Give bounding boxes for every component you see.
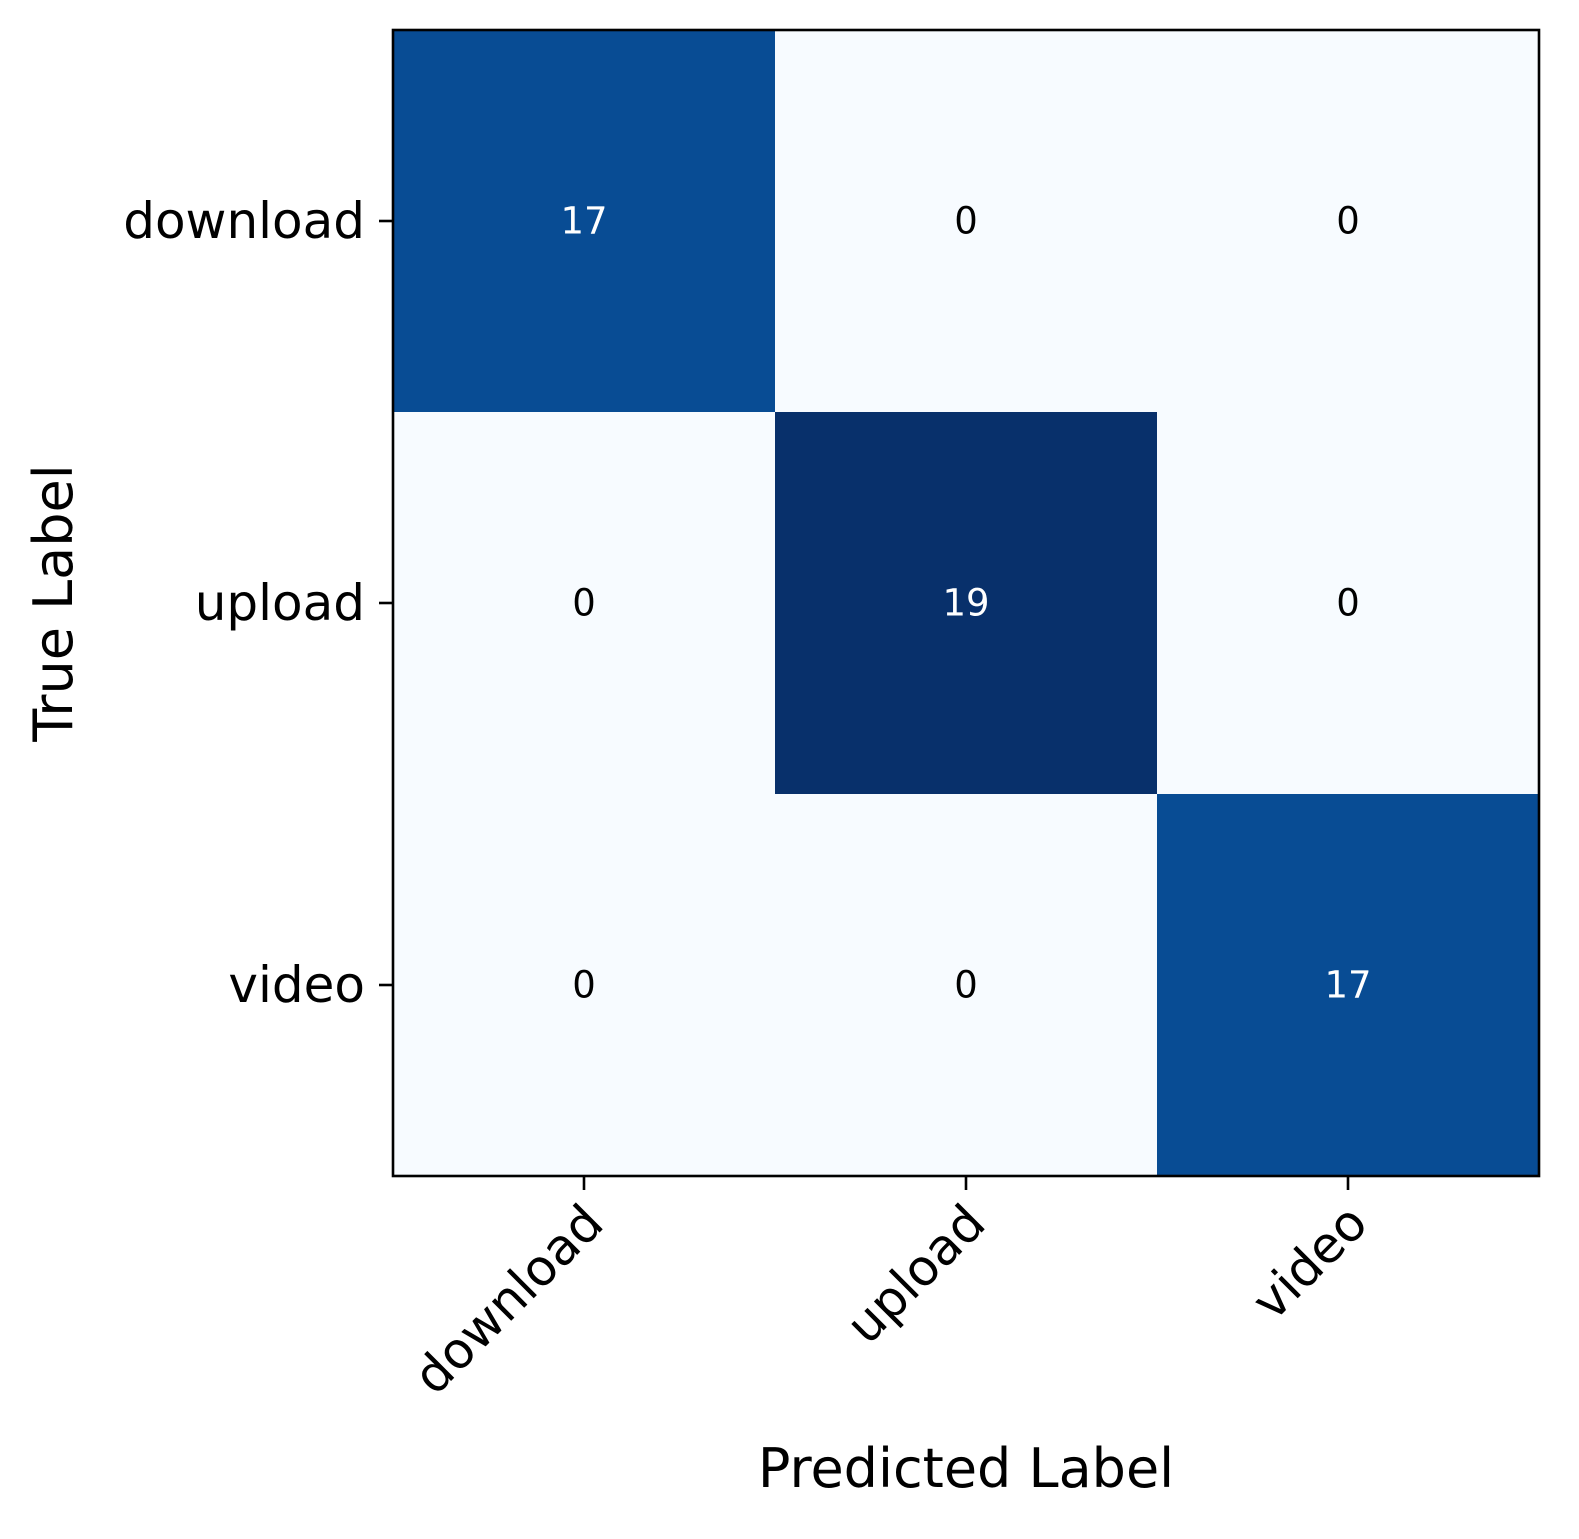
heatmap-cell-video-video (1157, 794, 1540, 1177)
cell-value-upload-download: 0 (572, 582, 596, 625)
heatmap-cell-download-upload (775, 30, 1158, 413)
y-tick-label-video: video (228, 956, 365, 1014)
heatmap-cell-download-video (1157, 30, 1540, 413)
x-tick-label-upload: upload (835, 1193, 996, 1354)
y-tick-label-download: download (123, 192, 365, 250)
heatmap-cells (393, 30, 1540, 1177)
heatmap-cell-video-download (393, 794, 776, 1177)
x-axis-title: Predicted Label (758, 1437, 1174, 1500)
cell-value-upload-video: 0 (1336, 582, 1360, 625)
heatmap-cell-labels: 17 0 0 0 19 0 0 0 17 (560, 200, 1371, 1007)
cell-value-upload-upload: 19 (942, 582, 989, 625)
heatmap-cell-upload-download (393, 412, 776, 795)
cell-value-download-upload: 0 (954, 200, 978, 243)
x-tick-label-video: video (1241, 1193, 1379, 1331)
heatmap-cell-upload-video (1157, 412, 1540, 795)
cell-value-video-download: 0 (572, 964, 596, 1007)
y-tick-label-upload: upload (195, 574, 365, 632)
x-tick-label-download: download (403, 1193, 615, 1405)
heatmap-cell-video-upload (775, 794, 1158, 1177)
cell-value-video-video: 17 (1324, 964, 1371, 1007)
cell-value-download-video: 0 (1336, 200, 1360, 243)
cell-value-download-download: 17 (560, 200, 607, 243)
heatmap-cell-download-download (393, 30, 776, 413)
axis-ticks (379, 219, 1350, 1190)
cell-value-video-upload: 0 (954, 964, 978, 1007)
y-axis-title: True Label (22, 464, 85, 743)
heatmap-cell-upload-upload (775, 412, 1158, 795)
